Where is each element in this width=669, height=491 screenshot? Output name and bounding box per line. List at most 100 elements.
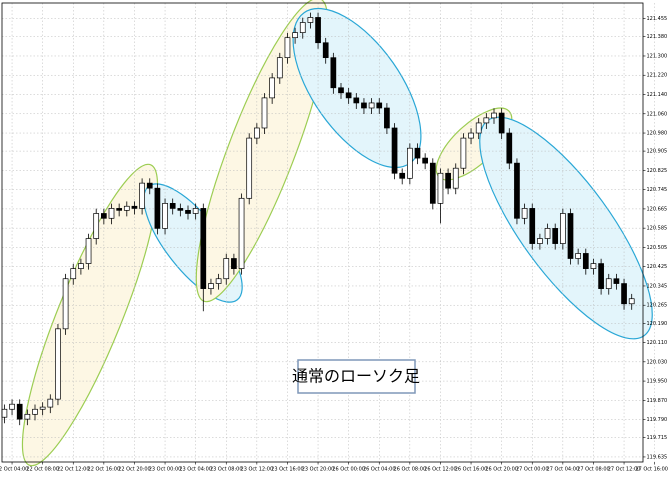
candle-body (544, 228, 551, 239)
y-tick-label: 119.635 (647, 454, 668, 460)
candle-body (468, 132, 474, 139)
annotation-box: 通常のローソク足 (292, 359, 420, 394)
candle-body (299, 22, 306, 33)
candle-body (315, 17, 321, 44)
candle-body (590, 263, 597, 269)
candle-body (628, 298, 635, 305)
y-tick-label: 120.345 (647, 283, 668, 289)
candle-body (108, 208, 115, 219)
candle-body (116, 208, 123, 211)
candle-body (276, 57, 283, 79)
y-tick-label: 120.745 (647, 187, 668, 193)
candle-body (452, 167, 459, 189)
candle-body (269, 77, 275, 99)
candle-body (231, 258, 237, 269)
y-tick-label: 120.905 (647, 149, 668, 155)
candle-body (391, 127, 398, 174)
candle-body (529, 208, 536, 244)
y-tick-label: 120.505 (647, 245, 668, 251)
candle-body (361, 102, 367, 109)
x-tick-label: 22 Oct 16:00 (88, 467, 121, 473)
candle-body (598, 263, 604, 289)
x-tick-label: 22 Oct 04:00 (0, 467, 28, 473)
y-tick-label: 121.220 (647, 73, 668, 79)
candle-body (162, 203, 168, 229)
y-tick-label: 121.300 (647, 53, 668, 59)
x-tick-label: 23 Oct 04:00 (179, 467, 212, 473)
x-tick-label: 26 Oct 12:00 (424, 467, 457, 473)
candle-body (169, 203, 176, 209)
candle-body (55, 328, 61, 400)
candle-body (284, 37, 291, 59)
candle-body (353, 97, 360, 104)
candle-body (85, 238, 92, 264)
candle-body (215, 278, 222, 284)
x-tick-label: 27 Oct 12:00 (608, 467, 641, 473)
candle-body (521, 208, 528, 219)
y-tick-label: 121.140 (647, 92, 668, 98)
candle-body (131, 205, 138, 209)
y-tick-label: 120.265 (647, 303, 668, 309)
candle-body (39, 406, 46, 410)
y-tick-label: 120.665 (647, 206, 668, 212)
x-tick-label: 23 Oct 08:00 (210, 467, 243, 473)
y-tick-label: 120.030 (647, 359, 668, 365)
y-tick-label: 119.790 (647, 417, 668, 423)
y-tick-label: 119.715 (647, 435, 668, 441)
x-tick-label: 26 Oct 20:00 (485, 467, 518, 473)
candle-body (322, 42, 329, 59)
candle-body (177, 208, 184, 211)
candle-body (192, 208, 199, 214)
x-tick-label: 23 Oct 00:00 (149, 467, 182, 473)
candle-body (475, 122, 482, 134)
candle-body (491, 112, 497, 119)
candle-body (200, 208, 207, 289)
candle-body (537, 238, 543, 244)
candle-body (445, 172, 451, 189)
y-tick-label: 120.585 (647, 226, 668, 232)
candle-body (32, 408, 38, 415)
candle-body (123, 205, 130, 211)
candle-body (567, 213, 574, 259)
candle-body (154, 187, 161, 229)
x-tick-label: 27 Oct 08:00 (577, 467, 610, 473)
x-tick-label: 26 Oct 16:00 (455, 467, 488, 473)
candle-body (292, 32, 298, 39)
annotation-frame (297, 359, 416, 394)
candle-body (238, 197, 245, 269)
y-tick-label: 120.980 (647, 131, 668, 137)
candle-body (559, 213, 566, 244)
candle-body (621, 283, 627, 305)
candle-body (93, 213, 100, 239)
annotation: 通常のローソク足 (292, 367, 420, 386)
candle-body (437, 172, 444, 204)
candle-body (70, 268, 77, 280)
candle-body (483, 117, 490, 124)
candle-body (185, 209, 191, 214)
candle-body (605, 278, 612, 289)
candles (1, 12, 635, 426)
candle-body (384, 107, 390, 129)
x-tick-label: 26 Oct 00:00 (332, 467, 365, 473)
candle-body (307, 17, 314, 23)
up-wave-ellipse (195, 0, 329, 303)
x-tick-label: 26 Oct 04:00 (363, 467, 396, 473)
candle-body (223, 258, 230, 280)
candle-body (146, 182, 153, 189)
candle-body (246, 137, 253, 199)
candle-body (376, 102, 383, 109)
candle-body (208, 283, 214, 289)
y-tick-label: 121.060 (647, 111, 668, 117)
x-tick-label: 27 Oct 16:00 (635, 467, 668, 473)
y-tick-label: 120.825 (647, 168, 668, 174)
candle-body (506, 132, 513, 164)
candle-body (9, 403, 15, 410)
candle-body (62, 278, 69, 330)
candle-body (582, 253, 589, 269)
x-tick-label: 22 Oct 12:00 (57, 467, 90, 473)
candle-body (368, 102, 375, 109)
candle-body (460, 137, 467, 169)
x-tick-label: 23 Oct 12:00 (241, 467, 274, 473)
candle-body (575, 253, 582, 259)
